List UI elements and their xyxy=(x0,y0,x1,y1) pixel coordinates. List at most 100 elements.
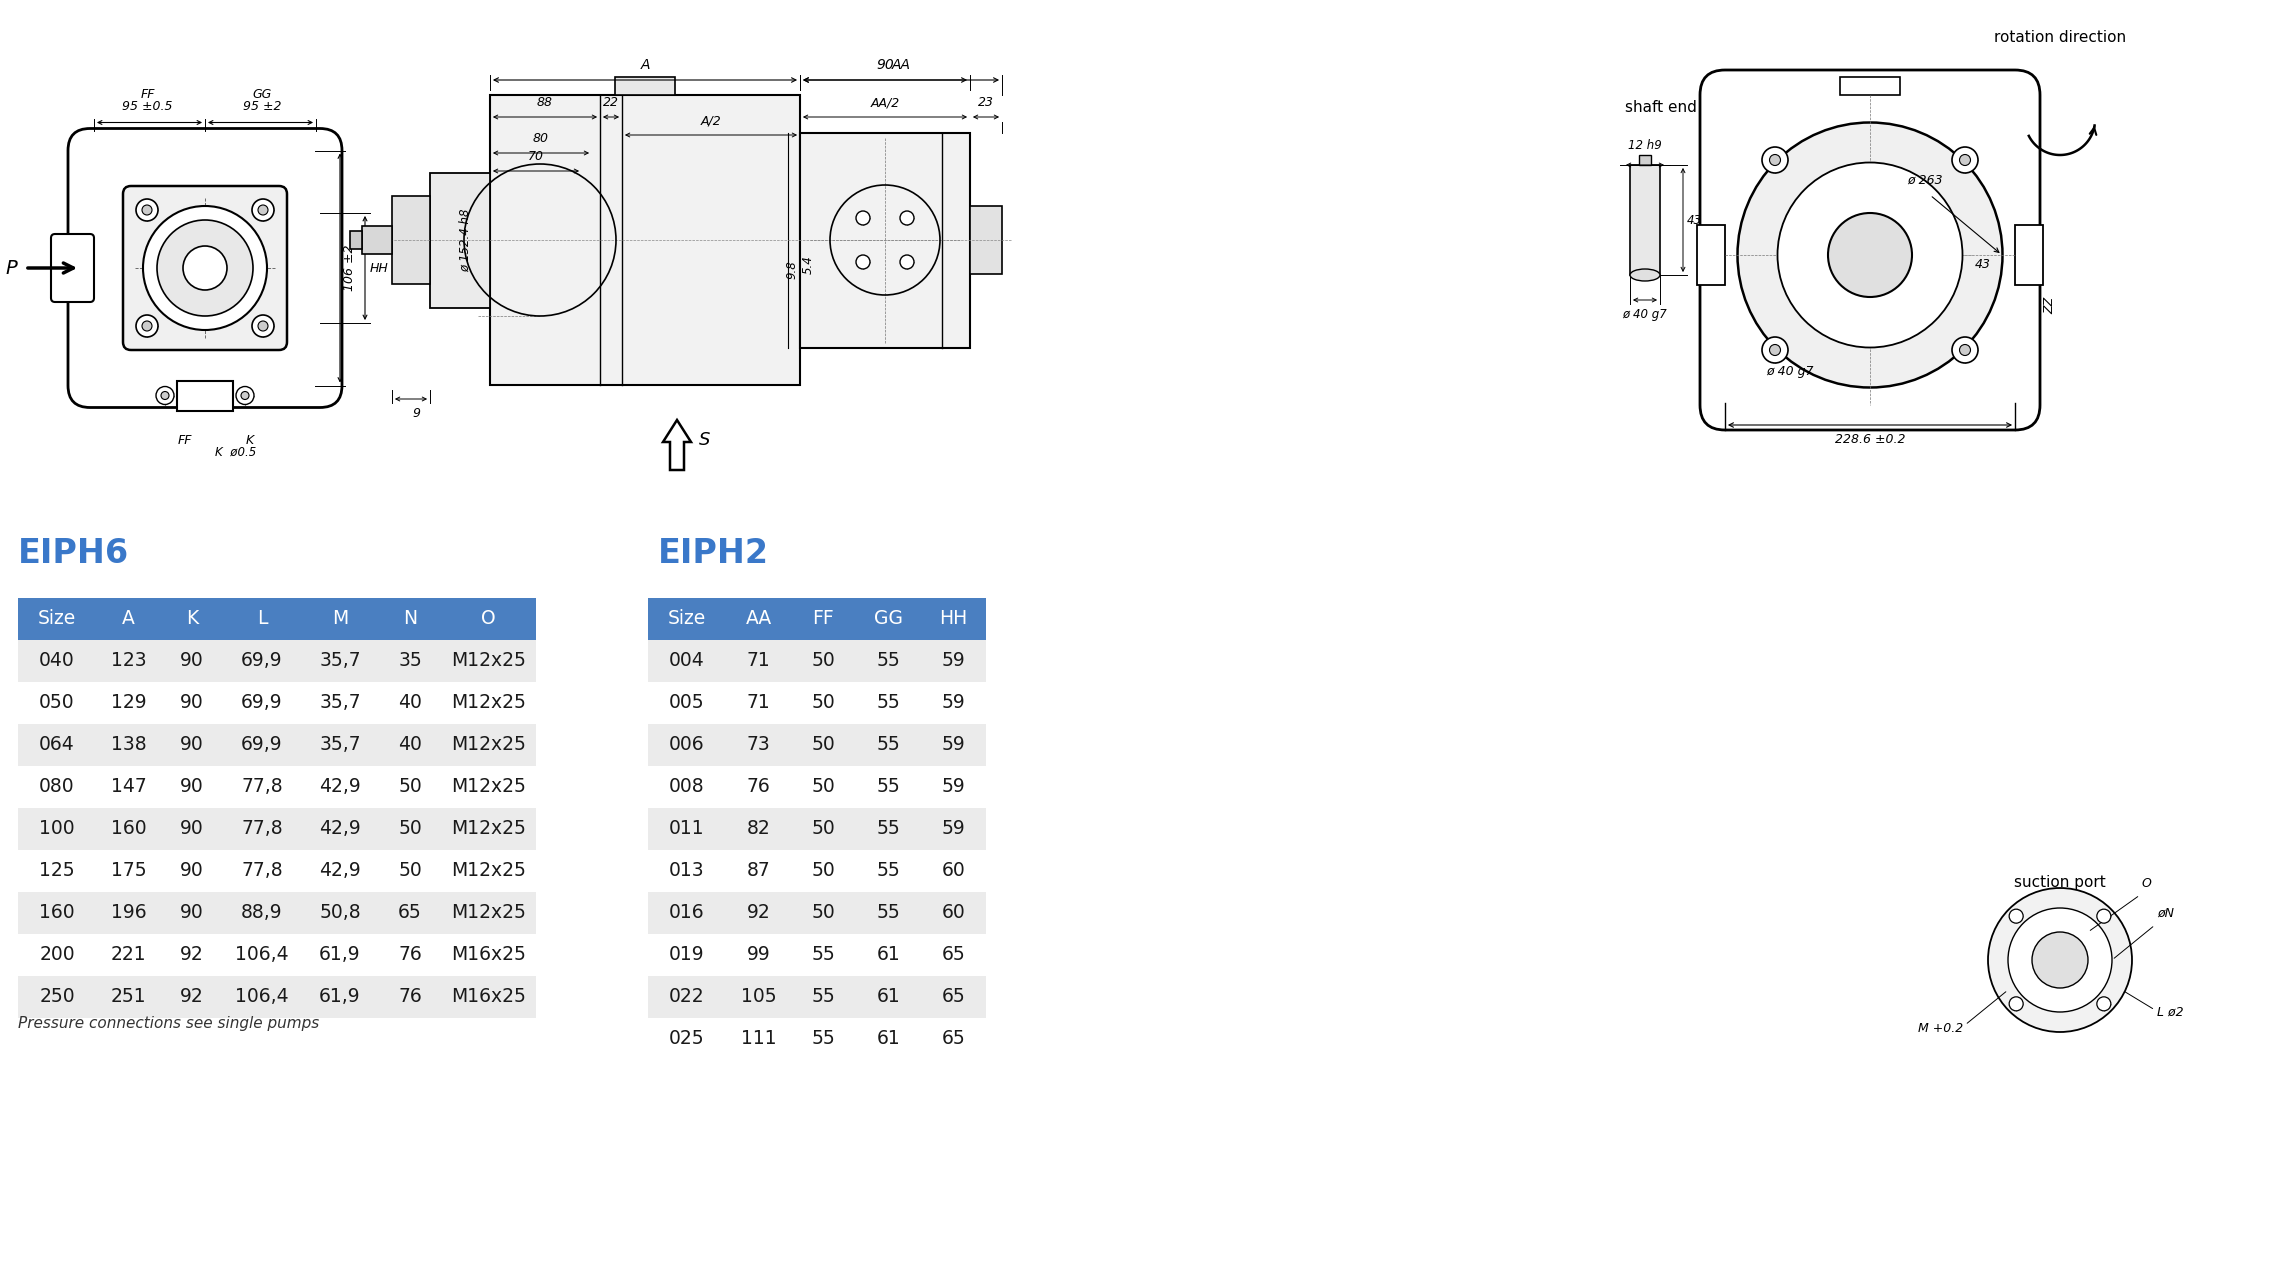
Text: P: P xyxy=(5,259,16,278)
Text: 59: 59 xyxy=(941,735,966,754)
Text: 55: 55 xyxy=(811,1030,836,1049)
Circle shape xyxy=(2097,909,2111,923)
Text: 50,8: 50,8 xyxy=(318,904,361,923)
Bar xyxy=(857,976,920,1018)
Text: N: N xyxy=(402,610,418,629)
Bar xyxy=(441,808,536,850)
Text: 42,9: 42,9 xyxy=(318,777,361,796)
Text: 50: 50 xyxy=(398,819,423,838)
Text: 59: 59 xyxy=(941,777,966,796)
Text: 40: 40 xyxy=(398,735,423,754)
Text: 88: 88 xyxy=(536,96,552,109)
Text: M12x25: M12x25 xyxy=(452,652,525,671)
Bar xyxy=(727,976,791,1018)
Bar xyxy=(857,724,920,766)
Text: 50: 50 xyxy=(811,904,836,923)
Bar xyxy=(920,935,986,976)
Bar xyxy=(177,380,234,411)
Bar xyxy=(920,598,986,640)
Text: 138: 138 xyxy=(111,735,145,754)
Text: 50: 50 xyxy=(398,861,423,880)
Text: 69,9: 69,9 xyxy=(241,652,282,671)
Text: 55: 55 xyxy=(877,819,900,838)
Circle shape xyxy=(143,205,268,330)
Ellipse shape xyxy=(1738,123,2002,388)
Text: 90: 90 xyxy=(179,904,204,923)
Circle shape xyxy=(136,314,159,337)
Bar xyxy=(791,598,857,640)
Text: 200: 200 xyxy=(39,946,75,965)
Text: ø 40 g7: ø 40 g7 xyxy=(1622,308,1668,321)
Circle shape xyxy=(857,210,870,224)
Text: M12x25: M12x25 xyxy=(452,904,525,923)
Bar xyxy=(223,640,300,682)
Text: 42,9: 42,9 xyxy=(318,861,361,880)
Bar xyxy=(441,766,536,808)
Text: 92: 92 xyxy=(179,988,204,1007)
Bar xyxy=(223,850,300,891)
Bar xyxy=(920,682,986,724)
Text: 76: 76 xyxy=(398,946,423,965)
Bar xyxy=(379,891,441,935)
Bar xyxy=(161,891,223,935)
Text: 9.8: 9.8 xyxy=(786,261,797,279)
Text: M +0.2: M +0.2 xyxy=(1918,1022,1963,1035)
Circle shape xyxy=(136,199,159,221)
Text: M16x25: M16x25 xyxy=(452,946,525,965)
Bar xyxy=(95,598,161,640)
Text: rotation direction: rotation direction xyxy=(1995,30,2127,44)
Text: 129: 129 xyxy=(111,694,145,713)
Text: ZZ: ZZ xyxy=(2043,297,2056,313)
Text: 50: 50 xyxy=(811,819,836,838)
Bar xyxy=(441,935,536,976)
Circle shape xyxy=(1988,888,2131,1032)
Circle shape xyxy=(184,246,227,290)
Bar xyxy=(857,598,920,640)
Bar xyxy=(727,1018,791,1060)
Bar xyxy=(920,640,986,682)
Bar xyxy=(616,77,675,95)
Text: 55: 55 xyxy=(877,652,900,671)
Bar xyxy=(300,598,379,640)
Circle shape xyxy=(1770,155,1781,166)
Circle shape xyxy=(2031,932,2088,988)
Text: 61: 61 xyxy=(877,946,900,965)
Text: 106 ±2: 106 ±2 xyxy=(343,245,357,292)
Circle shape xyxy=(1770,345,1781,355)
Bar xyxy=(95,935,161,976)
Circle shape xyxy=(900,210,913,224)
Text: GG: GG xyxy=(875,610,902,629)
Bar xyxy=(857,766,920,808)
Text: 90: 90 xyxy=(179,735,204,754)
Text: 064: 064 xyxy=(39,735,75,754)
Text: 65: 65 xyxy=(941,1030,966,1049)
Text: 196: 196 xyxy=(111,904,145,923)
Text: 61: 61 xyxy=(877,988,900,1007)
Text: 55: 55 xyxy=(877,735,900,754)
Bar xyxy=(379,724,441,766)
Text: 5.4: 5.4 xyxy=(802,256,813,274)
Text: 12 h9: 12 h9 xyxy=(1629,139,1661,152)
Text: 76: 76 xyxy=(747,777,770,796)
Text: M12x25: M12x25 xyxy=(452,777,525,796)
Text: 95 ±2: 95 ±2 xyxy=(243,99,282,113)
Text: M12x25: M12x25 xyxy=(452,735,525,754)
Circle shape xyxy=(1958,155,1970,166)
Bar xyxy=(1629,165,1661,275)
Text: 95 ±0.5: 95 ±0.5 xyxy=(123,99,173,113)
Bar xyxy=(920,891,986,935)
Circle shape xyxy=(1763,337,1788,363)
Text: AA/2: AA/2 xyxy=(870,96,900,109)
Bar xyxy=(95,724,161,766)
Bar xyxy=(95,808,161,850)
Circle shape xyxy=(252,314,275,337)
Bar xyxy=(18,724,95,766)
Text: 60: 60 xyxy=(941,861,966,880)
Bar xyxy=(920,976,986,1018)
Bar xyxy=(161,724,223,766)
Text: 35,7: 35,7 xyxy=(318,735,361,754)
Text: FF: FF xyxy=(813,610,834,629)
Bar xyxy=(791,850,857,891)
Text: 55: 55 xyxy=(877,861,900,880)
Text: ø 263: ø 263 xyxy=(1906,174,1943,186)
